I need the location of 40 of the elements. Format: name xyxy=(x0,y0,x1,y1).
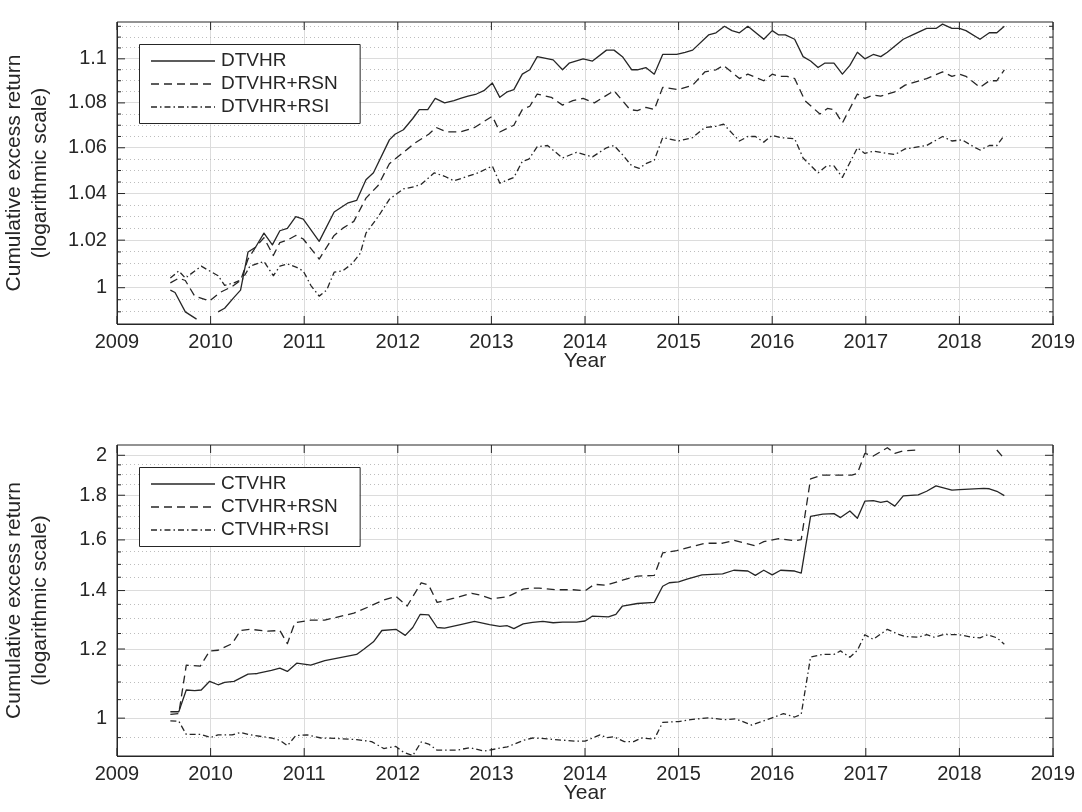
y-tick-label: 1.4 xyxy=(79,578,107,601)
x-tick-label: 2019 xyxy=(1030,329,1076,352)
legend-label: DTVHR xyxy=(221,49,287,71)
y-tick-label: 1.02 xyxy=(68,227,107,250)
x-tick-label: 2019 xyxy=(1030,761,1076,784)
x-tick-label: 2010 xyxy=(188,761,233,784)
legend-label: CTVHR+RSN xyxy=(221,495,338,517)
legend-label: DTVHR+RSN xyxy=(221,72,338,94)
y-tick-label: 1.08 xyxy=(68,90,107,113)
y-tick-label: 1.8 xyxy=(79,482,107,505)
x-tick-label: 2012 xyxy=(375,761,421,784)
x-tick-label: 2015 xyxy=(656,329,701,352)
y-tick-label: 1.06 xyxy=(68,135,107,158)
x-tick-label: 2012 xyxy=(375,329,421,352)
y-tick-label: 1 xyxy=(95,705,107,728)
y-tick-label: 1.6 xyxy=(79,527,107,550)
y-tick-label: 1.2 xyxy=(79,636,107,659)
y-tick-label: 1.04 xyxy=(68,181,107,204)
x-tick-label: 2013 xyxy=(469,761,514,784)
legend-label: CTVHR xyxy=(221,472,287,494)
y-tick-label: 1 xyxy=(95,275,107,298)
x-tick-label: 2011 xyxy=(282,329,326,352)
x-tick-label: 2016 xyxy=(749,761,795,784)
y-tick-label: 2 xyxy=(95,442,107,465)
x-tick-label: 2018 xyxy=(937,329,982,352)
y-tick-label: 1.1 xyxy=(79,46,107,69)
x-tick-label: 2009 xyxy=(94,761,140,784)
y-axis-title: Cumulative excess return (logarithmic scale) xyxy=(1,482,50,719)
legend-label: CTVHR+RSI xyxy=(221,518,330,540)
x-tick-label: 2017 xyxy=(843,761,889,784)
x-tick-label: 2017 xyxy=(843,329,889,352)
x-tick-label: 2018 xyxy=(937,761,982,784)
x-tick-label: 2013 xyxy=(469,329,514,352)
y-axis-title: Cumulative excess return (logarithmic scale) xyxy=(1,54,50,292)
x-tick-label: 2009 xyxy=(94,329,140,352)
x-tick-label: 2016 xyxy=(749,329,795,352)
x-tick-label: 2010 xyxy=(188,329,233,352)
legend-label: DTVHR+RSI xyxy=(221,95,330,117)
x-tick-label: 2015 xyxy=(656,761,701,784)
x-tick-label: 2011 xyxy=(282,761,326,784)
